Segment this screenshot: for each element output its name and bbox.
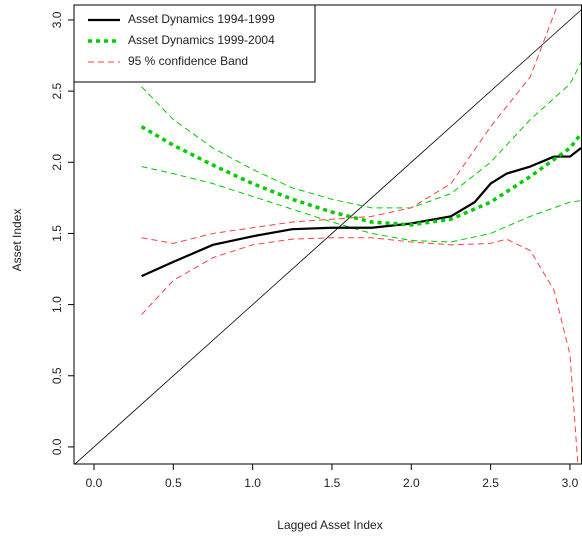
x-tick-label: 2.5	[482, 476, 499, 490]
y-tick-label: 1.5	[50, 225, 64, 242]
x-tick-label: 3.0	[562, 476, 579, 490]
series-line	[141, 147, 582, 278]
legend-label: 95 % confidence Band	[128, 54, 248, 68]
x-tick-label: 0.5	[165, 476, 182, 490]
band-lower	[141, 166, 582, 243]
legend: Asset Dynamics 1994-1999 Asset Dynamics 1…	[73, 4, 316, 83]
series-line	[140, 125, 582, 227]
identity-line	[74, 8, 582, 464]
legend-box	[73, 4, 316, 83]
band-lower	[141, 237, 579, 464]
x-tick-label: 2.0	[403, 476, 420, 490]
y-tick-label: 0.0	[50, 438, 64, 455]
x-tick-label: 1.5	[324, 476, 341, 490]
x-axis-label: Lagged Asset Index	[277, 518, 382, 532]
plot-area	[74, 5, 582, 464]
y-tick-label: 2.0	[50, 154, 64, 171]
legend-label: Asset Dynamics 1999-2004	[128, 33, 275, 47]
y-tick-label: 2.5	[50, 82, 64, 99]
y-tick-label: 0.5	[50, 367, 64, 384]
y-tick-label: 1.0	[50, 296, 64, 313]
x-tick-label: 0.0	[86, 476, 103, 490]
y-axis-label: Asset Index	[10, 209, 24, 272]
band-upper	[141, 5, 558, 244]
x-tick-label: 1.0	[244, 476, 261, 490]
band-upper	[141, 62, 582, 209]
y-tick-label: 3.0	[50, 11, 64, 28]
legend-label: Asset Dynamics 1994-1999	[128, 12, 275, 26]
